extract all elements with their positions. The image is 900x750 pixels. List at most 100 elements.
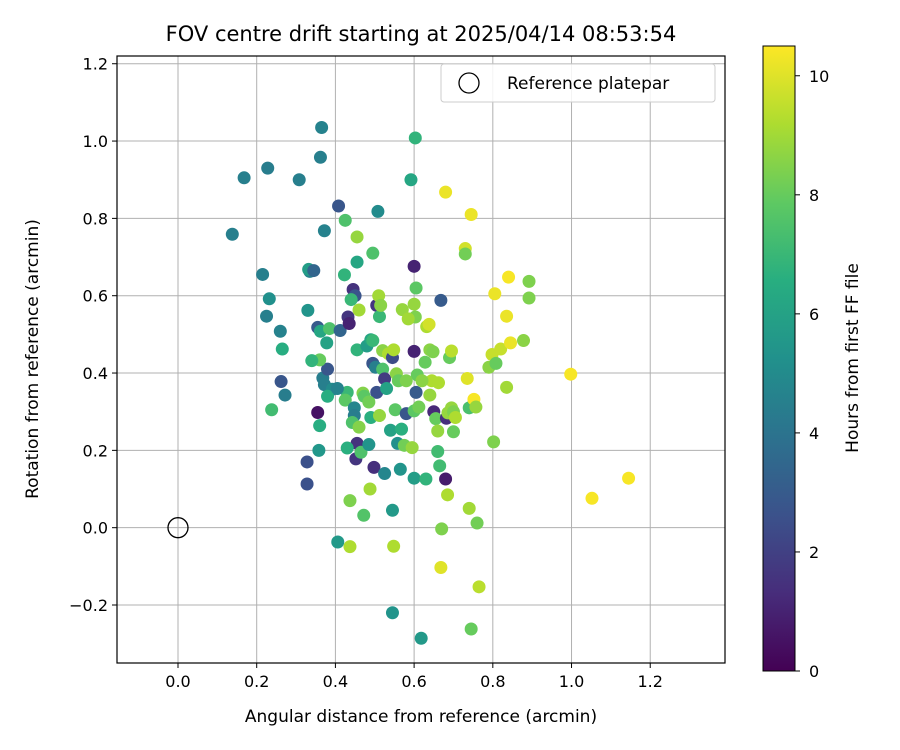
data-point <box>292 173 306 187</box>
data-point <box>225 227 239 241</box>
data-point <box>313 419 327 433</box>
data-point <box>564 367 578 381</box>
data-point <box>439 185 453 199</box>
data-point <box>388 403 402 417</box>
colorbar-tick-label: 4 <box>809 424 819 443</box>
data-point <box>393 462 407 476</box>
data-point <box>331 535 345 549</box>
data-point <box>387 343 401 357</box>
y-tick-label: 1.2 <box>83 55 108 74</box>
data-point <box>441 488 455 502</box>
data-point <box>344 293 358 307</box>
data-point <box>419 472 433 486</box>
data-point <box>418 355 432 369</box>
data-point <box>357 508 371 522</box>
y-tick-label: 0.0 <box>83 519 108 538</box>
x-tick-label: 0.0 <box>165 672 190 691</box>
data-point <box>350 255 364 269</box>
data-point <box>274 375 288 389</box>
data-point <box>423 388 437 402</box>
y-tick-label: 0.2 <box>83 441 108 460</box>
x-tick-label: 0.8 <box>480 672 505 691</box>
data-point <box>444 344 458 358</box>
y-axis-ticks: −0.2 0.0 0.2 0.4 0.6 0.8 1.0 1.2 <box>69 55 117 615</box>
data-point <box>340 441 354 455</box>
data-point <box>434 293 448 307</box>
data-point <box>352 303 366 317</box>
data-point <box>464 622 478 636</box>
data-point <box>500 380 514 394</box>
data-point <box>385 503 399 517</box>
data-point <box>401 312 415 326</box>
data-point <box>260 309 274 323</box>
data-point <box>311 405 325 419</box>
data-point <box>502 270 516 284</box>
data-point <box>407 259 421 273</box>
data-point <box>317 224 331 238</box>
y-tick-label: 0.4 <box>83 364 108 383</box>
data-point <box>434 561 448 575</box>
data-point <box>367 460 381 474</box>
data-point <box>405 441 419 455</box>
data-point <box>494 342 508 356</box>
data-point <box>412 400 426 414</box>
data-point <box>395 422 409 436</box>
data-point <box>343 540 357 554</box>
data-point <box>504 336 518 350</box>
data-point <box>301 303 315 317</box>
data-point <box>350 343 364 357</box>
data-point <box>323 322 337 336</box>
data-point <box>333 324 347 338</box>
data-point <box>371 204 385 218</box>
data-point <box>350 230 364 244</box>
data-point <box>470 516 484 530</box>
x-axis-ticks: 0.0 0.2 0.4 0.6 0.8 1.0 1.2 <box>165 663 663 691</box>
data-point <box>415 374 429 388</box>
data-point <box>378 372 392 386</box>
legend: Reference platepar <box>440 63 716 103</box>
data-point <box>487 435 501 449</box>
x-tick-label: 0.4 <box>323 672 348 691</box>
data-point <box>342 317 356 331</box>
data-point <box>464 208 478 222</box>
data-point <box>522 291 536 305</box>
colorbar-gradient <box>762 45 796 672</box>
data-point <box>460 371 474 385</box>
data-point <box>261 161 275 175</box>
data-point <box>321 389 335 403</box>
data-point <box>431 424 445 438</box>
data-point <box>439 472 453 486</box>
data-point <box>343 494 357 508</box>
y-tick-label: 0.6 <box>83 287 108 306</box>
data-point <box>426 345 440 359</box>
data-point <box>407 297 421 311</box>
data-point <box>414 631 428 645</box>
data-point <box>469 400 483 414</box>
data-point <box>338 393 352 407</box>
data-points <box>167 121 636 645</box>
data-point <box>622 471 636 485</box>
data-point <box>332 199 346 213</box>
y-tick-label: 0.8 <box>83 209 108 228</box>
data-point <box>522 274 536 288</box>
data-point <box>385 606 399 620</box>
data-point <box>313 150 327 164</box>
data-point <box>399 374 413 388</box>
data-point <box>435 522 449 536</box>
data-point <box>384 423 398 437</box>
data-point <box>362 438 376 452</box>
data-point <box>458 247 472 261</box>
data-point <box>585 491 599 505</box>
reference-platepar-marker <box>167 517 189 539</box>
data-point <box>387 539 401 553</box>
data-point <box>422 317 436 331</box>
data-point <box>472 580 486 594</box>
data-point <box>429 412 443 426</box>
data-point <box>338 213 352 227</box>
data-point <box>404 173 418 187</box>
y-axis-label: Rotation from reference (arcmin) <box>23 219 43 499</box>
chart-title: FOV centre drift starting at 2025/04/14 … <box>166 22 677 46</box>
data-point <box>407 344 421 358</box>
data-point <box>433 459 447 473</box>
